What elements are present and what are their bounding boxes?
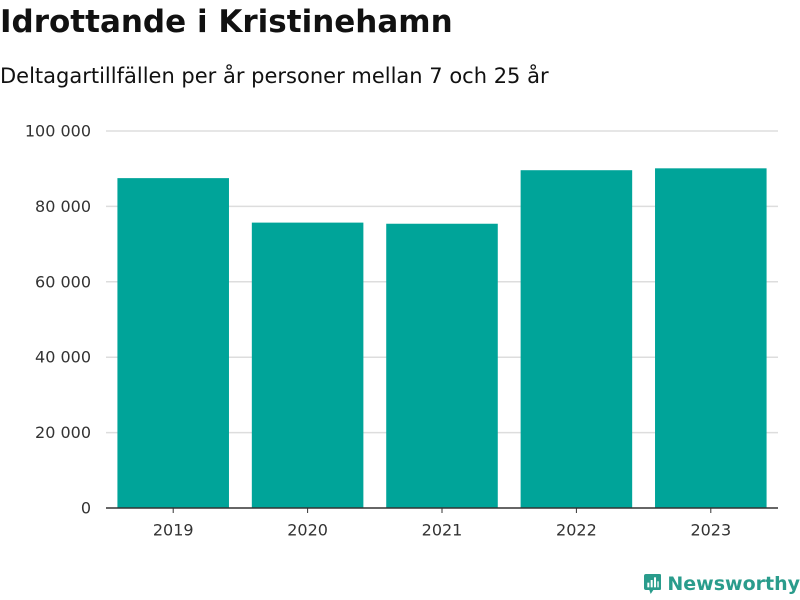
y-tick-label: 40 000 (35, 348, 91, 367)
y-tick-label: 0 (81, 499, 91, 518)
bars (117, 168, 767, 508)
y-tick-label: 20 000 (35, 423, 91, 442)
x-tick-label: 2021 (422, 521, 463, 540)
x-tick-label: 2022 (556, 521, 597, 540)
bar (655, 168, 767, 508)
bar (117, 178, 229, 508)
x-axis-ticks: 2019 2020 2021 2022 2023 (153, 508, 731, 540)
bar-chart: 0 20 000 40 000 60 000 80 000 100 000 2019 202… (25, 122, 778, 540)
bar (386, 223, 498, 508)
bar (520, 170, 633, 508)
x-tick-label: 2019 (153, 521, 194, 540)
chart-title: Idrottande i Kristinehamn (0, 4, 453, 40)
bar (251, 222, 364, 508)
brand-name: Newsworthy (667, 573, 800, 595)
x-tick-label: 2020 (287, 521, 328, 540)
newsworthy-logo-icon (644, 573, 662, 595)
x-tick-label: 2023 (690, 521, 731, 540)
y-tick-label: 60 000 (35, 272, 91, 291)
y-axis-ticks: 0 20 000 40 000 60 000 80 000 100 000 (25, 122, 91, 518)
y-tick-label: 80 000 (35, 197, 91, 216)
y-tick-label: 100 000 (25, 122, 91, 141)
newsworthy-brand: Newsworthy (644, 568, 800, 600)
chart-subtitle: Deltagartillfällen per år personer mella… (0, 64, 549, 88)
